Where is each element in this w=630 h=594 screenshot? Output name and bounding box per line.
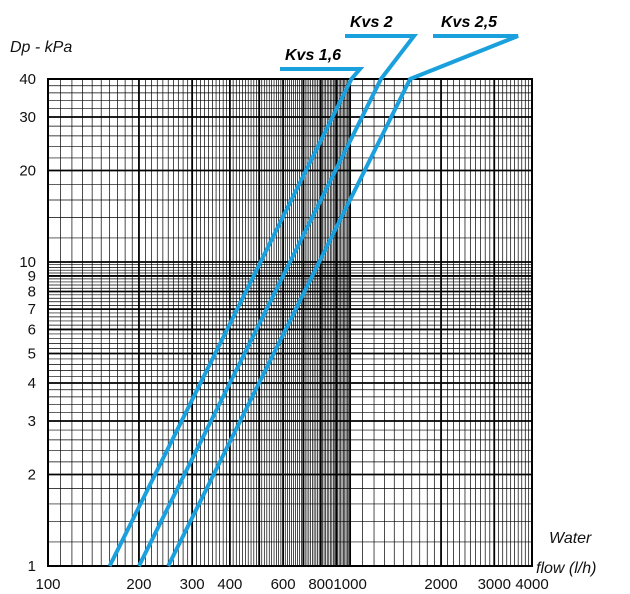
grid [47, 78, 533, 567]
x-tick-label: 4000 [515, 576, 548, 593]
x-tick-label: 1000 [333, 576, 366, 593]
series-lines: Kvs 1,6 Kvs 2 Kvs 2,5 [107, 14, 519, 567]
series-line [166, 34, 519, 567]
y-tick-label: 8 [28, 283, 36, 300]
y-tick-label: 1 [28, 558, 36, 575]
y-tick-label: 3 [28, 413, 36, 430]
y-tick-label: 5 [28, 346, 36, 363]
series-label: Kvs 1,6 [285, 47, 341, 64]
y-tick-label: 40 [19, 71, 36, 88]
x-tick-label: 2000 [424, 576, 457, 593]
plot-frame [47, 78, 533, 567]
y-tick-label: 10 [19, 254, 36, 271]
y-tick-label: 9 [28, 268, 36, 285]
x-tick-labels: 100 200 300 400 600 800 1000 2000 3000 4000 [35, 576, 548, 593]
x-tick-label: 3000 [478, 576, 511, 593]
x-tick-label: 300 [180, 576, 205, 593]
y-tick-label: 30 [19, 109, 36, 126]
series-label: Kvs 2 [350, 14, 393, 31]
x-tick-label: 200 [126, 576, 151, 593]
y-tick-label: 6 [28, 321, 36, 338]
x-tick-label: 400 [217, 576, 242, 593]
x-axis-title-line2: flow (l/h) [536, 560, 596, 577]
series-label: Kvs 2,5 [441, 14, 498, 31]
y-tick-label: 4 [28, 375, 36, 392]
x-tick-label: 800 [308, 576, 333, 593]
y-tick-label: 7 [28, 301, 36, 318]
y-tick-label: 2 [28, 466, 36, 483]
x-tick-label: 100 [35, 576, 60, 593]
series-line [137, 34, 419, 567]
x-tick-label: 600 [271, 576, 296, 593]
x-axis-title-line1: Water [549, 530, 592, 547]
y-axis-title: Dp - kPa [10, 39, 72, 56]
y-tick-label: 20 [19, 163, 36, 180]
series-line [107, 67, 365, 567]
